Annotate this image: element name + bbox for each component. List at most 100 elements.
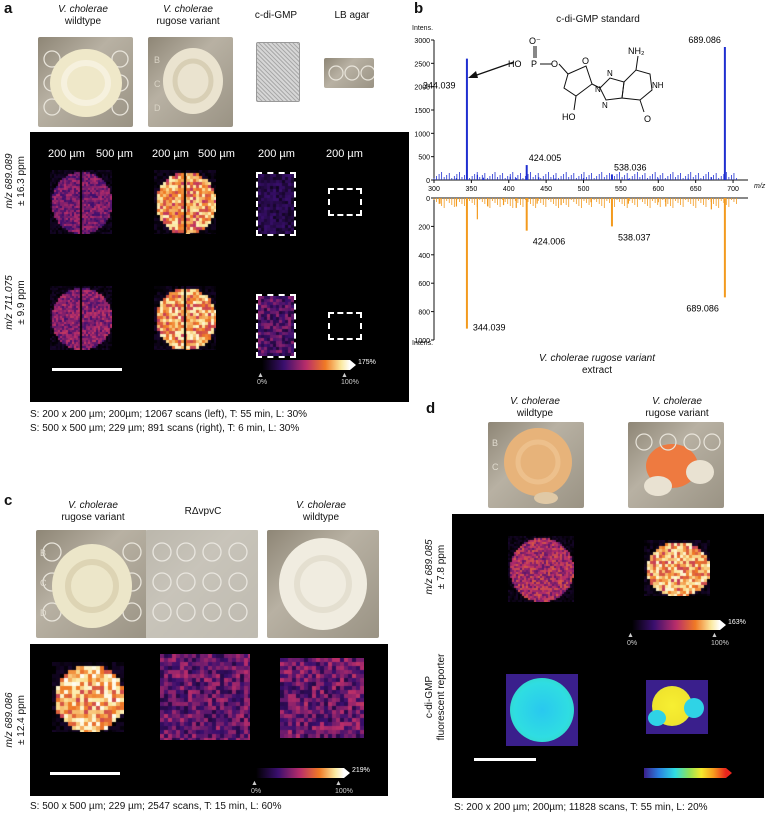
a-scale-label: 200 µm bbox=[258, 148, 295, 160]
a-photo-lbagar bbox=[324, 58, 374, 88]
c-heatmap-rugose bbox=[52, 662, 124, 732]
a-roi-box bbox=[256, 172, 296, 236]
x-tick-label: 500 bbox=[578, 186, 590, 193]
a-scale-bar bbox=[52, 368, 122, 371]
x-tick-label: 550 bbox=[615, 186, 627, 193]
a-scale-label: 500 µm bbox=[96, 148, 133, 160]
a-colorbar-arrow-icon bbox=[350, 360, 356, 370]
d-colorbar-min: ▲ 0% bbox=[627, 632, 638, 647]
svg-text:C: C bbox=[492, 462, 499, 472]
d-reporter-wildtype bbox=[506, 674, 578, 746]
y-tick-label: 2500 bbox=[414, 61, 430, 68]
y-tick-label: 2000 bbox=[414, 85, 430, 92]
peak-label: 344.039 bbox=[423, 81, 456, 91]
y-tick-label: 1000 bbox=[414, 131, 430, 138]
svg-text:HO: HO bbox=[562, 112, 576, 122]
b-xunit: m/z bbox=[754, 183, 766, 190]
c-caption-rugose: V. cholerae rugose variant bbox=[61, 500, 125, 523]
x-tick-label: 400 bbox=[503, 186, 515, 193]
y-tick-label: 1000 bbox=[414, 338, 430, 345]
a-roi-box bbox=[256, 294, 296, 358]
d-colorbar-100: ▲ 100% bbox=[711, 632, 729, 647]
b-bottom-title: V. cholerae rugose variant extract bbox=[539, 353, 655, 376]
x-tick-label: 350 bbox=[466, 186, 478, 193]
b-annotation-arrow-icon bbox=[468, 61, 515, 78]
y-tick-label: 200 bbox=[418, 224, 430, 231]
peak-label: 344.039 bbox=[473, 323, 506, 333]
b-spectrum-standard: 0 500 1000 1500 2000 2500 3000 300 350 400 450 500 5… bbox=[414, 35, 748, 193]
d-heatmap-wildtype bbox=[508, 536, 574, 602]
c-caption-wildtype: V. cholerae wildtype bbox=[296, 500, 346, 523]
d-colorbar-arrow-icon bbox=[720, 620, 726, 630]
svg-text:N: N bbox=[607, 69, 613, 78]
a-row1-label: m/z 689.089 ± 16.3 ppm bbox=[4, 153, 27, 209]
svg-text:O: O bbox=[582, 56, 589, 66]
a-colorbar-min: ▲ 0% bbox=[257, 372, 268, 386]
d-caption-wildtype: V. cholerae wildtype bbox=[510, 396, 560, 419]
c-msi-panel: 219% ▲ 0% ▲ 100% bbox=[30, 644, 388, 796]
c-photo-wildtype bbox=[267, 530, 379, 638]
svg-text:B: B bbox=[492, 438, 498, 448]
peak-label: 538.037 bbox=[618, 232, 651, 242]
d-photo-rugose bbox=[628, 422, 724, 508]
a-photo-rugose: B C D bbox=[148, 37, 233, 127]
a-photo-cdigmp bbox=[256, 42, 300, 102]
peak-label: 538.036 bbox=[614, 162, 647, 172]
d-row2-label: c-di-GMP fluorescent reporter bbox=[424, 653, 447, 741]
svg-text:C: C bbox=[154, 79, 161, 89]
x-tick-label: 700 bbox=[727, 186, 739, 193]
d-scale-bar bbox=[474, 758, 536, 761]
a-heatmap-wildtype-row2 bbox=[50, 286, 112, 350]
d-reporter-rugose bbox=[646, 680, 708, 734]
b-cdigmp-structure: O⁻ HO P O O NH₂ HO N N N NH O bbox=[508, 36, 664, 124]
panel-b-label: b bbox=[414, 0, 424, 17]
a-scan-params-1: S: 200 x 200 µm; 200µm; 12067 scans (lef… bbox=[30, 409, 308, 420]
c-row-label: m/z 689.086 ± 12.4 ppm bbox=[4, 692, 27, 748]
y-tick-label: 3000 bbox=[414, 38, 430, 45]
y-tick-label: 0 bbox=[426, 196, 430, 203]
svg-text:N: N bbox=[595, 85, 601, 94]
a-scale-label: 500 µm bbox=[198, 148, 235, 160]
c-colorbar-arrow-icon bbox=[344, 768, 350, 778]
d-reporter-colorbar-arrow-icon bbox=[726, 768, 732, 778]
a-row2-label: m/z 711.075 ± 9.9 ppm bbox=[4, 275, 27, 330]
d-msi-panel: 163% ▲ 0% ▲ 100% bbox=[452, 514, 764, 798]
svg-text:HO: HO bbox=[508, 59, 522, 69]
c-photo-rugose: B C D bbox=[36, 530, 148, 638]
x-tick-label: 600 bbox=[652, 186, 664, 193]
d-caption-rugose: V. cholerae rugose variant bbox=[645, 396, 709, 419]
a-caption-rugose: V. cholerae rugose variant bbox=[156, 4, 220, 27]
a-scale-label: 200 µm bbox=[326, 148, 363, 160]
a-roi-box bbox=[328, 188, 362, 216]
a-heatmap-wildtype-row1 bbox=[50, 170, 112, 234]
a-heatmap-cdigmp-row1 bbox=[258, 174, 294, 234]
peak-label: 689.086 bbox=[686, 303, 719, 313]
svg-text:O: O bbox=[644, 114, 651, 124]
well-letter-icon: B bbox=[154, 55, 160, 65]
x-tick-label: 300 bbox=[428, 186, 440, 193]
c-caption-deltavpvc: RΔvpvC bbox=[184, 506, 222, 517]
a-colorbar-100: ▲ 100% bbox=[341, 372, 359, 386]
svg-text:O: O bbox=[551, 59, 558, 69]
c-scale-bar bbox=[50, 772, 120, 775]
b-title: c-di-GMP standard bbox=[556, 14, 640, 25]
a-scale-label: 200 µm bbox=[152, 148, 189, 160]
svg-text:NH: NH bbox=[652, 81, 664, 90]
c-colorbar-100: ▲ 100% bbox=[335, 780, 353, 795]
b-spectrum-extract: 0 200 400 600 800 1000 344.039 424.006 538.037 68… bbox=[414, 196, 748, 345]
a-scale-label: 200 µm bbox=[48, 148, 85, 160]
d-colorbar-max: 163% bbox=[728, 619, 746, 626]
d-reporter-colorbar bbox=[644, 768, 726, 778]
d-heatmap-rugose bbox=[644, 540, 710, 596]
peak-label: 689.086 bbox=[688, 35, 721, 45]
b-bottom-ylabel: Intens. bbox=[412, 340, 434, 347]
c-colorbar bbox=[256, 768, 344, 778]
x-tick-label: 450 bbox=[540, 186, 552, 193]
d-row1-label: m/z 689.085 ± 7.8 ppm bbox=[424, 539, 447, 595]
d-scan-params: S: 200 x 200 µm; 200µm; 11828 scans, T: … bbox=[454, 802, 708, 813]
svg-text:NH₂: NH₂ bbox=[628, 46, 645, 56]
a-heatmap-cdigmp-row2 bbox=[258, 296, 294, 356]
a-photo-wildtype bbox=[38, 37, 133, 127]
a-caption-lbagar: LB agar bbox=[334, 10, 370, 21]
